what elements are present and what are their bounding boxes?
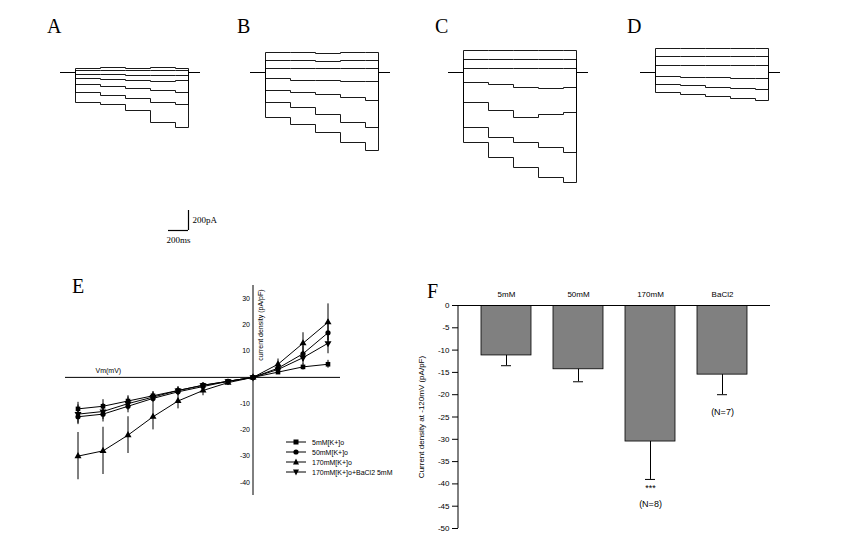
svg-text:50mM: 50mM	[567, 290, 590, 299]
html-text:D: D	[627, 15, 642, 37]
svg-text:BaCl2: BaCl2	[712, 290, 734, 299]
svg-text:200pA: 200pA	[193, 215, 218, 225]
svg-text:current density (pA/pF): current density (pA/pF)	[257, 290, 265, 361]
svg-text:-10: -10	[438, 346, 450, 355]
html-text:50mM[K+]o: 50mM[K+]o	[312, 448, 348, 456]
html-text:F: F	[427, 280, 439, 302]
svg-text:30: 30	[242, 295, 250, 302]
html-text:170mM[K+]o: 170mM[K+]o	[312, 458, 352, 466]
svg-text:-30: -30	[438, 435, 450, 444]
html-text:A: A	[47, 15, 62, 37]
svg-text:-20: -20	[240, 426, 250, 433]
html-text:5mM[K+]o: 5mM[K+]o	[312, 438, 345, 446]
svg-text:Current density at -120mV (pA/: Current density at -120mV (pA/pF)	[417, 356, 426, 479]
html-text:E: E	[72, 275, 85, 297]
svg-text:-10: -10	[240, 400, 250, 407]
svg-text:200ms: 200ms	[166, 235, 191, 245]
svg-text:-30: -30	[240, 452, 250, 459]
svg-text:***: ***	[645, 483, 656, 493]
svg-text:-40: -40	[438, 479, 450, 488]
svg-text:-35: -35	[438, 457, 450, 466]
svg-text:-45: -45	[438, 502, 450, 511]
html-text:C: C	[435, 15, 449, 37]
svg-text:-15: -15	[438, 368, 450, 377]
svg-text:(N=7): (N=7)	[711, 407, 734, 417]
svg-text:-20: -20	[438, 390, 450, 399]
svg-text:170mM: 170mM	[637, 290, 664, 299]
svg-text:-40: -40	[240, 479, 250, 486]
svg-text:10: 10	[242, 347, 250, 354]
html-text:B: B	[237, 15, 251, 37]
html-text:170mM[K+]o+BaCl2 5mM: 170mM[K+]o+BaCl2 5mM	[312, 468, 393, 476]
svg-text:20: 20	[242, 321, 250, 328]
svg-text:5mM: 5mM	[498, 290, 516, 299]
svg-text:-50: -50	[438, 524, 450, 533]
svg-text:-25: -25	[438, 413, 450, 422]
svg-text:-5: -5	[442, 323, 450, 332]
svg-text:0: 0	[445, 301, 450, 310]
svg-text:Vm(mV): Vm(mV)	[96, 367, 122, 375]
svg-text:(N=8): (N=8)	[639, 499, 662, 509]
